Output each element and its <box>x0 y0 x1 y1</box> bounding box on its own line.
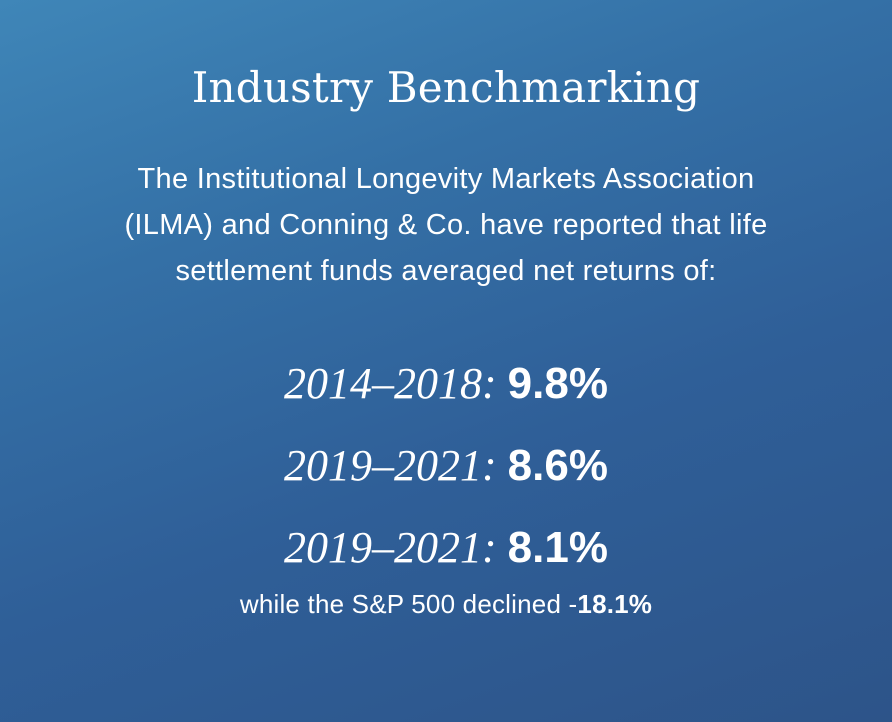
stat-row: 2019–2021: 8.6% <box>0 438 892 494</box>
intro-text: The Institutional Longevity Markets Asso… <box>60 156 832 294</box>
stat-period: 2019–2021: <box>284 441 497 490</box>
stat-value: 9.8% <box>507 359 608 408</box>
stat-row: 2019–2021: 8.1% <box>0 520 892 576</box>
intro-line: The Institutional Longevity Markets Asso… <box>137 163 755 195</box>
page-title: Industry Benchmarking <box>191 63 701 112</box>
stat-row: 2014–2018: 9.8% <box>0 356 892 412</box>
intro-line: settlement funds averaged net returns of… <box>175 255 717 287</box>
footnote-prefix: while the S&P 500 declined - <box>239 589 578 619</box>
stat-period: 2019–2021: <box>284 523 497 572</box>
sp500-footnote: while the S&P 500 declined -18.1% <box>0 586 892 622</box>
footnote-value: 18.1% <box>577 589 653 619</box>
stat-value: 8.1% <box>507 523 608 572</box>
intro-line: (ILMA) and Conning & Co. have reported t… <box>124 209 768 241</box>
stat-value: 8.6% <box>507 441 608 490</box>
stat-period: 2014–2018: <box>284 359 497 408</box>
